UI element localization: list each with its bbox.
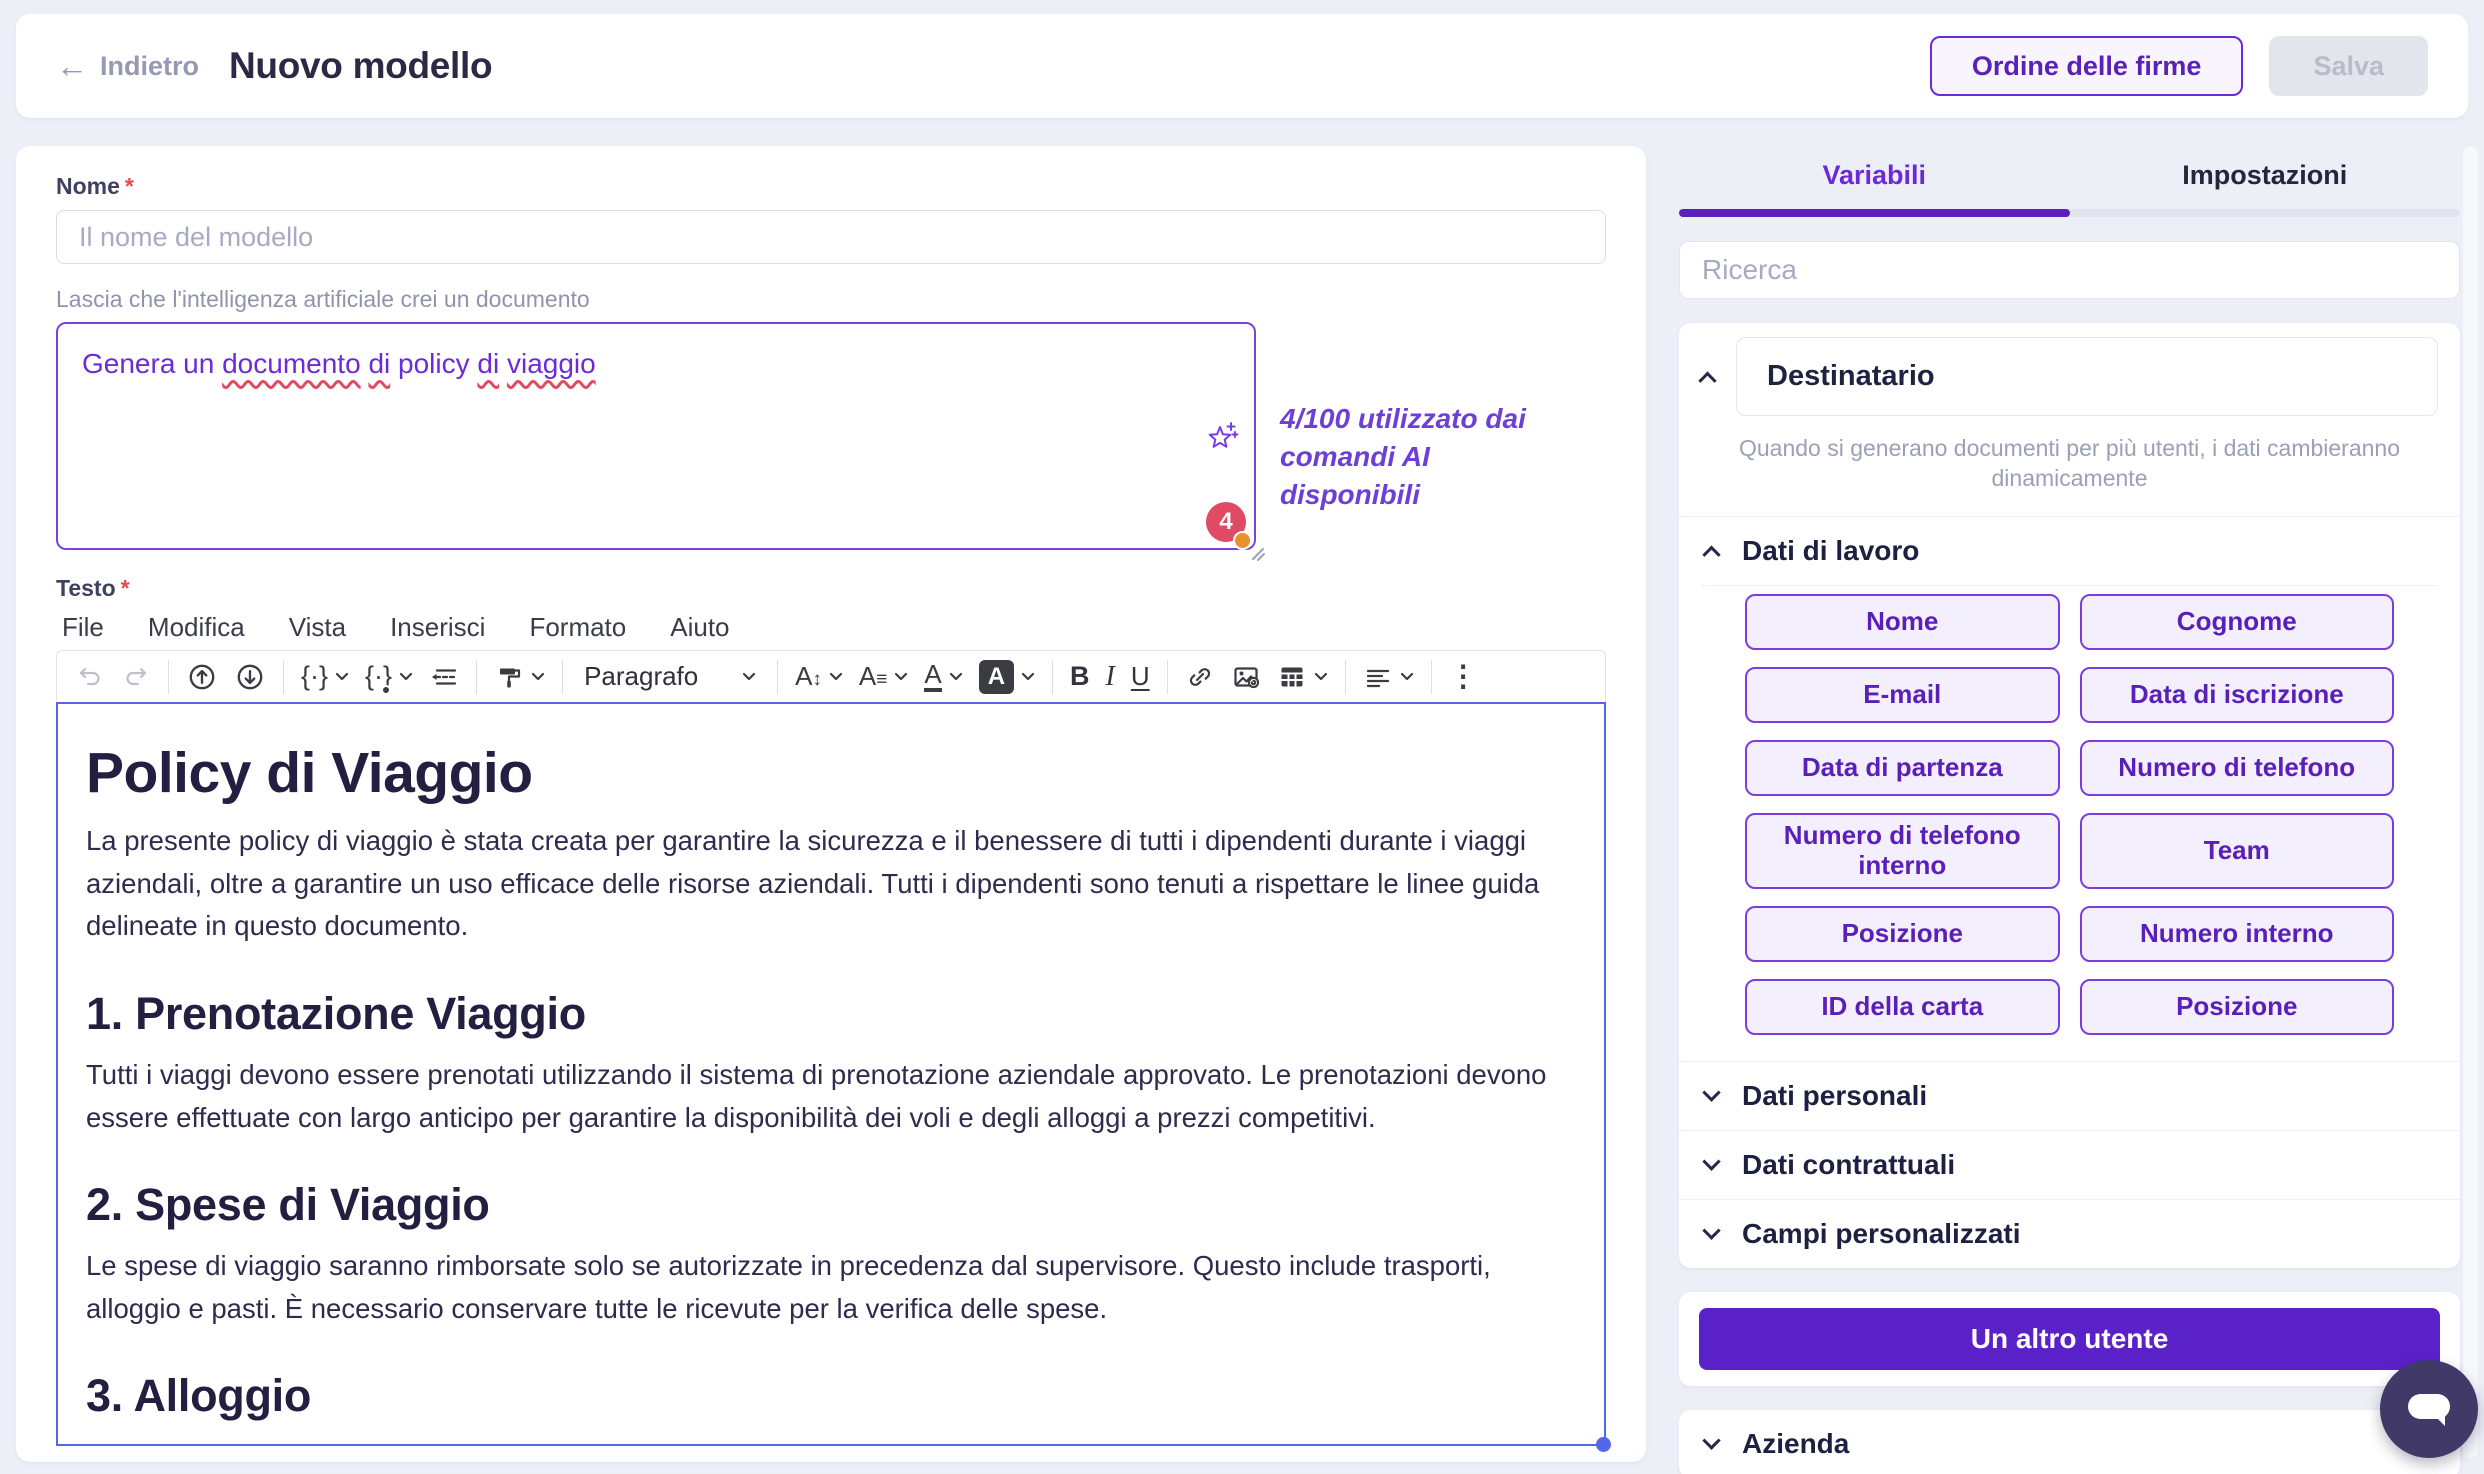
variables-panel: Destinatario Quando si generano document… <box>1679 323 2460 1268</box>
variables-sidebar: Variabili Impostazioni Destinatario Quan… <box>1679 146 2460 1474</box>
signature-order-button[interactable]: Ordine delle firme <box>1929 36 2244 96</box>
ai-prompt-label: Lascia che l'intelligenza artificiale cr… <box>56 286 590 312</box>
format-painter-icon[interactable] <box>486 656 553 698</box>
doc-section-heading: 1. Prenotazione Viaggio <box>86 987 586 1039</box>
page-title: Nuovo modello <box>229 45 493 86</box>
variable-chip[interactable]: Data di iscrizione <box>2079 666 2394 723</box>
tab-underline <box>1679 209 2460 217</box>
menu-view[interactable]: Vista <box>288 612 347 642</box>
variable-chip[interactable]: Data di partenza <box>1745 739 2060 796</box>
text-color-icon[interactable]: A <box>916 656 970 698</box>
group-company[interactable]: Azienda <box>1679 1410 2460 1474</box>
variable-chip[interactable]: Posizione <box>1745 905 2060 962</box>
variable-chip[interactable]: Numero di telefono interno <box>1745 812 2060 889</box>
back-arrow-icon: ← <box>56 47 88 84</box>
align-icon[interactable] <box>1355 656 1422 698</box>
bold-icon[interactable]: B <box>1070 661 1090 691</box>
template-name-input[interactable] <box>56 210 1606 264</box>
group-work-data[interactable]: Dati di lavoro <box>1679 517 2460 585</box>
doc-section-heading: 2. Spese di Viaggio <box>86 1179 490 1231</box>
variable-chip[interactable]: Nome <box>1745 593 2060 650</box>
doc-section-body: L'alloggio sarà prenotato presso albergh… <box>86 1436 1576 1444</box>
save-button[interactable]: Salva <box>2269 36 2428 96</box>
font-size-icon[interactable]: A↕ <box>787 656 851 698</box>
underline-icon[interactable]: U <box>1130 661 1150 691</box>
variable-chip[interactable]: Posizione <box>2079 978 2394 1035</box>
recipient-box[interactable]: Destinatario <box>1736 337 2438 416</box>
resize-handle-icon[interactable] <box>1250 546 1266 562</box>
scrollbar[interactable] <box>2463 146 2478 1458</box>
redo-icon[interactable] <box>113 656 159 698</box>
doc-title: Policy di Viaggio <box>86 741 533 805</box>
required-mark: * <box>124 173 134 199</box>
menu-file[interactable]: File <box>62 612 104 642</box>
menu-help[interactable]: Aiuto <box>670 612 730 642</box>
move-up-icon[interactable] <box>178 656 226 698</box>
search-input[interactable] <box>1679 241 2460 299</box>
ai-sparkle-icon[interactable] <box>1204 420 1240 456</box>
back-label: Indietro <box>100 50 199 81</box>
chat-widget-button[interactable] <box>2380 1360 2478 1458</box>
editor-resize-dot[interactable] <box>1596 1437 1611 1452</box>
chat-bubble-icon <box>2405 1387 2453 1431</box>
menu-insert[interactable]: Inserisci <box>390 612 486 642</box>
kebab-menu-icon[interactable]: ⋮ <box>1448 661 1478 693</box>
table-icon[interactable] <box>1269 656 1336 698</box>
doc-intro: La presente policy di viaggio è stata cr… <box>86 825 1540 942</box>
group-contract-data[interactable]: Dati contrattuali <box>1679 1129 2460 1199</box>
link-icon[interactable] <box>1177 656 1223 698</box>
doc-section-heading: 3. Alloggio <box>86 1370 312 1422</box>
insert-variable-icon[interactable]: {·} <box>357 656 421 698</box>
ai-credits-badge: 4 <box>1206 502 1252 550</box>
italic-icon[interactable]: I <box>1105 660 1115 692</box>
recipient-description: Quando si generano documenti per più ute… <box>1738 435 2401 491</box>
variables-icon[interactable]: {·} <box>293 656 357 698</box>
variable-chip[interactable]: ID della carta <box>1745 978 2060 1035</box>
doc-section-body: Le spese di viaggio saranno rimborsate s… <box>86 1250 1491 1324</box>
name-label: Nome * <box>56 173 134 199</box>
ai-prompt-textarea[interactable]: Genera un documento di policy di viaggio… <box>56 322 1265 561</box>
highlight-color-icon[interactable]: A <box>971 656 1043 698</box>
expand-icon <box>1702 1152 1721 1171</box>
variable-chip[interactable]: Numero interno <box>2079 905 2394 962</box>
variable-chips: Nome Cognome E-mail Data di iscrizione D… <box>1679 586 2460 1061</box>
tab-settings[interactable]: Impostazioni <box>2182 160 2348 190</box>
paragraph-style-select[interactable]: Paragrafo <box>572 656 768 698</box>
back-button[interactable]: ← Indietro <box>56 48 199 85</box>
collapse-icon <box>1702 545 1721 565</box>
doc-section-body: Tutti i viaggi devono essere prenotati u… <box>86 1058 1547 1133</box>
ai-prompt-text: Genera un documento di policy di viaggio <box>82 348 596 379</box>
editor-menubar: File Modifica Vista Inserisci Formato Ai… <box>56 612 1606 642</box>
text-label: Testo * <box>56 575 130 601</box>
insert-image-icon[interactable] <box>1223 656 1269 698</box>
group-personal-data[interactable]: Dati personali <box>1679 1060 2460 1130</box>
editor-toolbar: {·} {·} Paragrafo <box>56 650 1606 702</box>
menu-format[interactable]: Formato <box>529 612 627 642</box>
variable-chip[interactable]: E-mail <box>1745 666 2060 723</box>
document-content[interactable]: Policy di Viaggio La presente policy di … <box>58 704 1604 1444</box>
rich-text-editor[interactable]: Policy di Viaggio La presente policy di … <box>56 702 1611 1452</box>
another-user-button[interactable]: Un altro utente <box>1699 1307 2440 1370</box>
expand-icon <box>1702 1221 1721 1240</box>
expand-icon <box>1702 1431 1721 1450</box>
undo-icon[interactable] <box>67 656 113 698</box>
variable-chip[interactable]: Cognome <box>2079 593 2394 650</box>
expand-icon <box>1702 1083 1721 1102</box>
line-height-icon[interactable]: A≡ <box>851 656 916 698</box>
company-panel: Azienda <box>1679 1409 2460 1474</box>
another-user-panel: Un altro utente <box>1679 1291 2460 1386</box>
move-down-icon[interactable] <box>226 656 274 698</box>
page-break-icon[interactable] <box>421 656 467 698</box>
variable-chip[interactable]: Team <box>2079 812 2394 889</box>
notification-dot <box>1233 531 1252 550</box>
header-bar: ← Indietro Nuovo modello Ordine delle fi… <box>16 14 2468 118</box>
ai-usage-counter: 4/100 utilizzato dai comandi AI disponib… <box>1280 403 1526 510</box>
template-form-panel: Nome* Lascia che l'intelligenza artifici… <box>16 146 1646 1462</box>
variable-chip[interactable]: Numero di telefono <box>2079 739 2394 796</box>
menu-edit[interactable]: Modifica <box>147 612 245 642</box>
collapse-icon[interactable] <box>1698 371 1717 390</box>
group-custom-fields[interactable]: Campi personalizzati <box>1679 1198 2460 1268</box>
tab-variables[interactable]: Variabili <box>1822 160 1927 190</box>
